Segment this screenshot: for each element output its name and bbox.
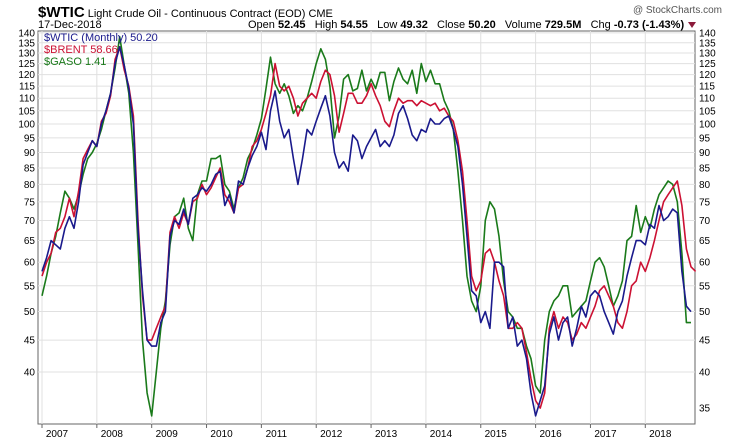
y-tick-label-left: 80 (24, 180, 36, 191)
quote-volume-label: Volume (504, 19, 542, 31)
y-tick-label-right: 140 (699, 28, 716, 39)
quote-open-value: 52.45 (277, 19, 306, 31)
symbol-name: $WTIC (38, 4, 85, 21)
y-tick-label-right: 105 (699, 106, 716, 117)
y-tick-label-right: 100 (699, 119, 716, 130)
quote-high-label: High (314, 19, 338, 31)
y-tick-label-left: 75 (24, 197, 36, 208)
watermark: @ StockCharts.com (632, 5, 722, 16)
series-line-gaso (41, 35, 691, 417)
y-tick-label-right: 120 (699, 70, 716, 81)
y-tick-label-right: 95 (699, 133, 711, 144)
quote-volume-value: 729.5M (544, 19, 582, 31)
y-tick-label-right: 55 (699, 281, 711, 292)
legend-item-gaso: $GASO 1.41 (44, 57, 106, 68)
y-tick-label-left: 60 (24, 258, 36, 269)
y-tick-label-left: 55 (24, 281, 36, 292)
y-tick-label-left: 65 (24, 236, 36, 247)
y-tick-label-right: 115 (699, 82, 715, 93)
x-tick-label: 2016 (539, 429, 562, 440)
y-tick-label-right: 60 (699, 258, 711, 269)
y-tick-label-left: 120 (18, 70, 35, 81)
x-tick-label: 2012 (320, 429, 343, 440)
y-tick-label-left: 100 (18, 119, 35, 130)
series-line-brent (41, 45, 697, 409)
down-triangle-icon (688, 22, 697, 29)
quote-low-value: 49.32 (400, 19, 428, 31)
quote-change-label: Chg (590, 19, 611, 31)
y-tick-label-left: 135 (18, 38, 35, 49)
quote-high-value: 54.55 (340, 19, 368, 31)
x-tick-label: 2009 (156, 429, 179, 440)
series-line-wtic (41, 45, 692, 417)
chart-date: 17-Dec-2018 (38, 19, 102, 31)
y-tick-label-right: 125 (699, 59, 716, 70)
quote-close-label: Close (437, 19, 466, 31)
y-tick-label-left: 70 (24, 216, 36, 227)
quote-change-value: -0.73 (-1.43%) (613, 19, 685, 31)
y-tick-label-right: 80 (699, 180, 711, 191)
y-tick-label-left: 40 (24, 367, 36, 378)
y-tick-label-right: 35 (699, 404, 711, 415)
chart-title-line: $WTIC Light Crude Oil - Continuous Contr… (38, 4, 333, 21)
y-tick-label-left: 115 (19, 82, 35, 93)
x-tick-label: 2015 (485, 429, 508, 440)
y-tick-label-right: 40 (699, 367, 711, 378)
x-tick-label: 2018 (649, 429, 672, 440)
symbol-description: Light Crude Oil - Continuous Contract (E… (87, 8, 306, 20)
x-tick-label: 2013 (375, 429, 398, 440)
y-tick-label-right: 75 (699, 197, 711, 208)
y-tick-label-right: 50 (699, 307, 711, 318)
y-tick-label-left: 125 (18, 59, 35, 70)
legend-label-brent: $BRENT 58.66 (44, 44, 118, 56)
y-tick-label-right: 110 (699, 94, 715, 105)
y-tick-label-left: 110 (19, 94, 35, 105)
y-tick-label-right: 70 (699, 216, 711, 227)
y-tick-label-left: 50 (24, 307, 36, 318)
quote-low-label: Low (377, 19, 398, 31)
y-tick-label-left: 85 (24, 163, 36, 174)
y-tick-label-right: 135 (699, 38, 716, 49)
x-tick-label: 2011 (266, 429, 288, 440)
y-tick-label-left: 90 (24, 148, 36, 159)
y-tick-label-left: 130 (18, 48, 35, 59)
y-tick-label-right: 130 (699, 48, 716, 59)
y-tick-label-right: 45 (699, 336, 711, 347)
legend-label-gaso: $GASO 1.41 (44, 56, 107, 68)
quote-strip: Open 52.45 High 54.55 Low 49.32 Close 50… (248, 19, 697, 31)
quote-close-value: 50.20 (468, 19, 496, 31)
x-tick-label: 2010 (210, 429, 233, 440)
y-tick-label-left: 140 (18, 28, 35, 39)
quote-open-label: Open (248, 19, 275, 31)
x-tick-label: 2014 (430, 429, 453, 440)
legend-label-wtic: $WTIC (Monthly) 50.20 (44, 32, 158, 44)
y-tick-label-right: 65 (699, 236, 711, 247)
x-tick-label: 2017 (594, 429, 617, 440)
y-tick-label-left: 105 (18, 106, 35, 117)
y-tick-label-left: 45 (24, 336, 36, 347)
y-tick-label-right: 90 (699, 148, 711, 159)
y-tick-label-right: 85 (699, 163, 711, 174)
y-tick-label-left: 95 (24, 133, 36, 144)
x-tick-label: 2008 (101, 429, 124, 440)
x-tick-label: 2007 (46, 429, 69, 440)
legend-item-brent: $BRENT 58.66 (44, 45, 118, 56)
legend-item-wtic: $WTIC (Monthly) 50.20 (44, 33, 158, 44)
exchange-name: CME (308, 8, 333, 20)
